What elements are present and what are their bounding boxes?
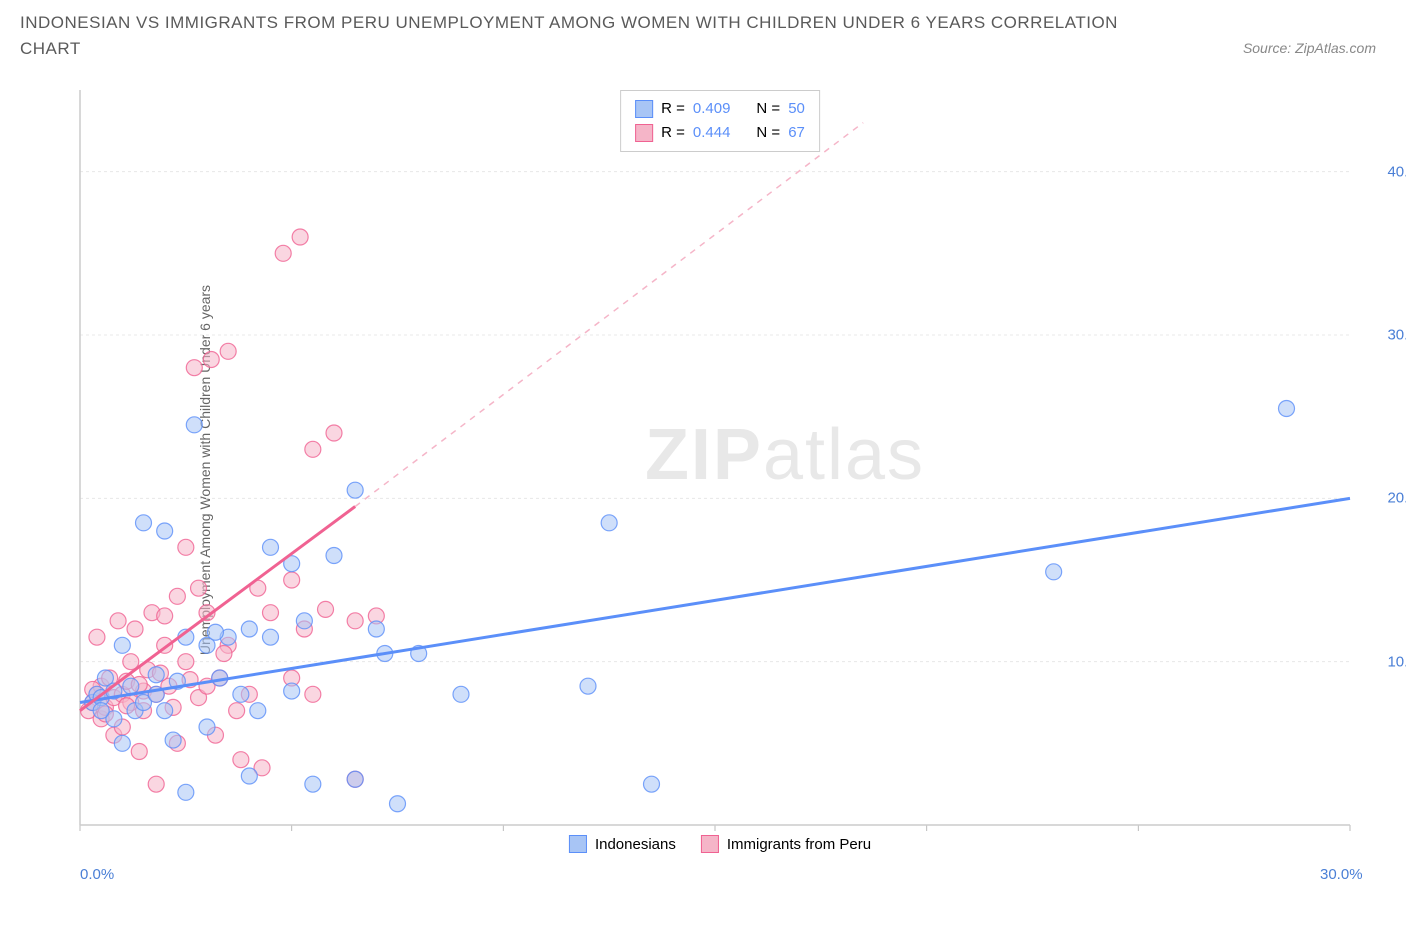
y-tick-label: 40.0% bbox=[1387, 163, 1406, 180]
n-label: N = bbox=[756, 121, 780, 145]
swatch-series-0 bbox=[635, 100, 653, 118]
chart-title: INDONESIAN VS IMMIGRANTS FROM PERU UNEMP… bbox=[20, 10, 1120, 61]
n-value-0: 50 bbox=[788, 97, 805, 121]
chart-area: Unemployment Among Women with Children U… bbox=[70, 85, 1370, 855]
r-label: R = bbox=[661, 97, 685, 121]
n-label: N = bbox=[756, 97, 780, 121]
y-tick-label: 20.0% bbox=[1387, 490, 1406, 507]
scatter-chart bbox=[70, 85, 1370, 855]
legend-row-series-0: R = 0.409 N = 50 bbox=[635, 97, 805, 121]
n-value-1: 67 bbox=[788, 121, 805, 145]
y-tick-label: 30.0% bbox=[1387, 327, 1406, 344]
swatch-series-1 bbox=[635, 124, 653, 142]
r-value-1: 0.444 bbox=[693, 121, 731, 145]
x-tick-label: 30.0% bbox=[1320, 866, 1363, 883]
r-value-0: 0.409 bbox=[693, 97, 731, 121]
y-tick-label: 10.0% bbox=[1387, 653, 1406, 670]
r-label: R = bbox=[661, 121, 685, 145]
legend-stats: R = 0.409 N = 50 R = 0.444 N = 67 bbox=[620, 90, 820, 152]
source-citation: Source: ZipAtlas.com bbox=[1243, 40, 1376, 56]
x-tick-label: 0.0% bbox=[80, 866, 114, 883]
legend-row-series-1: R = 0.444 N = 67 bbox=[635, 121, 805, 145]
